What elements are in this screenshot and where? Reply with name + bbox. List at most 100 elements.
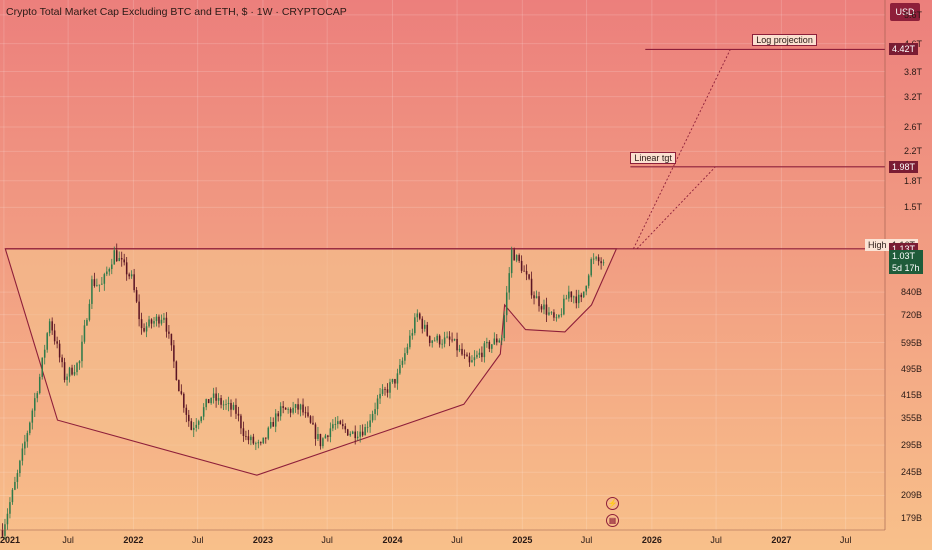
candle-body [379,393,381,399]
time-tick-label: Jul [710,535,722,545]
candle-body [366,426,369,428]
candle-body [130,274,133,277]
candle-body [138,301,140,320]
time-tick-label: Jul [191,535,204,545]
candle-body [81,341,83,362]
candle-body [260,442,262,444]
candle-body [227,402,230,405]
candle-body [26,433,29,442]
candle-body [414,317,416,334]
candle-body [1,530,4,536]
time-tick-label: 2027 [771,535,792,545]
candle-body [371,413,374,421]
time-tick-label: 2025 [512,535,533,545]
candle-body [525,271,528,275]
candle-body [262,437,265,444]
candle-body [56,341,58,344]
candle-body [294,404,297,408]
candle-body [197,421,200,425]
candle-body [339,421,342,425]
candle-body [515,255,518,261]
candle-body [563,298,565,315]
candle-body [426,324,429,336]
candle-body [279,406,282,417]
candle-body [436,335,438,341]
candle-body [14,481,16,490]
candle-body [289,408,292,413]
candle-body [473,357,476,361]
lightning-icon[interactable]: ⚡ [606,497,619,510]
candle-body [510,249,513,274]
candle-body [488,341,491,349]
candle-body [96,285,98,286]
candle-body [76,363,78,373]
candle-body [312,422,314,425]
candle-body [592,258,595,260]
calendar-icon[interactable]: ▦ [606,514,619,527]
candle-body [577,294,580,304]
candle-body [230,402,232,410]
candle-body [115,250,118,262]
price-tick-label: 295B [900,440,922,451]
candle-body [185,407,188,415]
time-tick-label: 2022 [123,535,144,545]
candle-body [580,294,583,298]
candle-body [582,291,585,298]
candle-body [493,338,496,345]
price-tag: 1.98T [889,160,919,173]
candle-body [540,306,543,310]
candle-body [255,443,257,445]
candle-body [384,389,386,390]
candle-body [486,341,488,344]
candle-body [461,348,463,355]
candle-body [453,338,456,341]
candle-body [545,304,548,315]
candle-body [175,361,178,381]
candle-body [212,393,215,398]
candle-body [265,437,267,439]
candle-body [523,270,525,272]
candle-body [602,262,605,264]
candle-body [550,312,553,314]
candle-body [553,312,555,318]
candle-body [448,336,451,340]
price-tick-label: 179B [900,513,922,524]
candle-body [145,326,148,332]
candle-body [528,274,530,279]
candle-body [491,344,493,349]
candle-body [207,399,210,404]
currency-button[interactable]: USD [890,3,920,21]
price-tick-label: 2.6T [903,122,922,132]
candle-body [135,290,138,302]
candle-body [508,273,510,293]
candle-body [324,435,327,439]
candle-body [369,420,371,427]
candle-body [195,424,198,428]
candle-body [16,473,19,482]
candle-body [9,502,11,514]
candle-body [307,412,309,417]
candle-body [215,393,217,401]
candle-body [595,257,597,259]
candle-body [133,274,135,291]
candle-body [374,409,376,414]
price-tick-label: 3.8T [903,66,922,77]
candle-body [500,338,503,341]
candle-body [73,372,76,375]
candle-body [91,279,93,304]
candle-body [88,303,91,320]
candle-body [183,393,185,408]
candle-body [587,275,590,286]
candle-body [180,391,183,394]
candle-body [560,314,563,316]
candle-body [433,340,436,342]
candle-body [575,296,578,304]
candle-body [344,426,347,430]
candle-body [401,360,404,365]
candle-body [155,316,158,322]
candle-body [274,413,277,427]
countdown-label: 5d 17h [892,263,920,274]
candle-body [205,399,207,408]
